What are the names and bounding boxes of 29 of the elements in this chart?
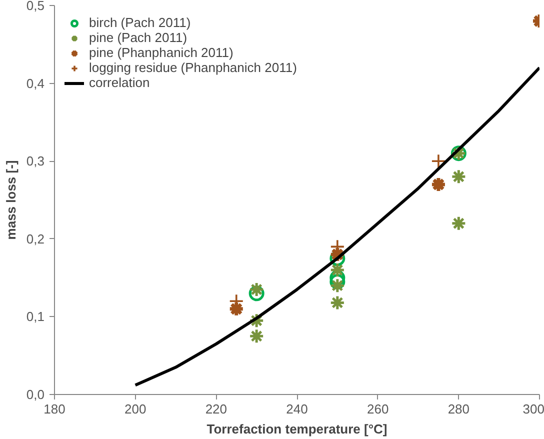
x-tick-label: 280: [448, 402, 470, 416]
y-tick-label: 0,2: [26, 231, 45, 246]
legend-label: pine (Pach 2011): [89, 30, 188, 45]
point: [330, 262, 346, 278]
point: [228, 300, 245, 318]
y-tick-label: 0,1: [26, 309, 45, 324]
x-tick-label: 200: [124, 402, 146, 416]
point: [450, 216, 466, 232]
y-tick-label: 0,3: [26, 154, 45, 169]
legend-label: logging residue (Phanphanich 2011): [89, 60, 297, 75]
legend-label: birch (Pach 2011): [89, 15, 191, 30]
point: [330, 294, 346, 310]
y-tick-label: 0,5: [26, 0, 45, 13]
point: [330, 278, 346, 294]
x-tick-label: 300: [522, 402, 544, 416]
point: [248, 282, 264, 298]
x-axis-title: Torrefaction temperature [°C]: [206, 422, 388, 436]
point: [450, 168, 466, 184]
legend-label: correlation: [89, 75, 150, 90]
y-axis-title: mass loss [-]: [3, 160, 18, 240]
x-tick-label: 180: [44, 402, 66, 416]
x-tick-label: 260: [366, 402, 389, 416]
point: [430, 176, 447, 193]
y-tick-label: 0,4: [26, 76, 45, 91]
y-tick-label: 0,0: [26, 387, 45, 402]
x-tick-label: 220: [205, 402, 228, 416]
legend-label: pine (Phanphanich 2011): [89, 45, 234, 60]
x-tick-label: 240: [286, 402, 308, 416]
point: [248, 328, 264, 344]
